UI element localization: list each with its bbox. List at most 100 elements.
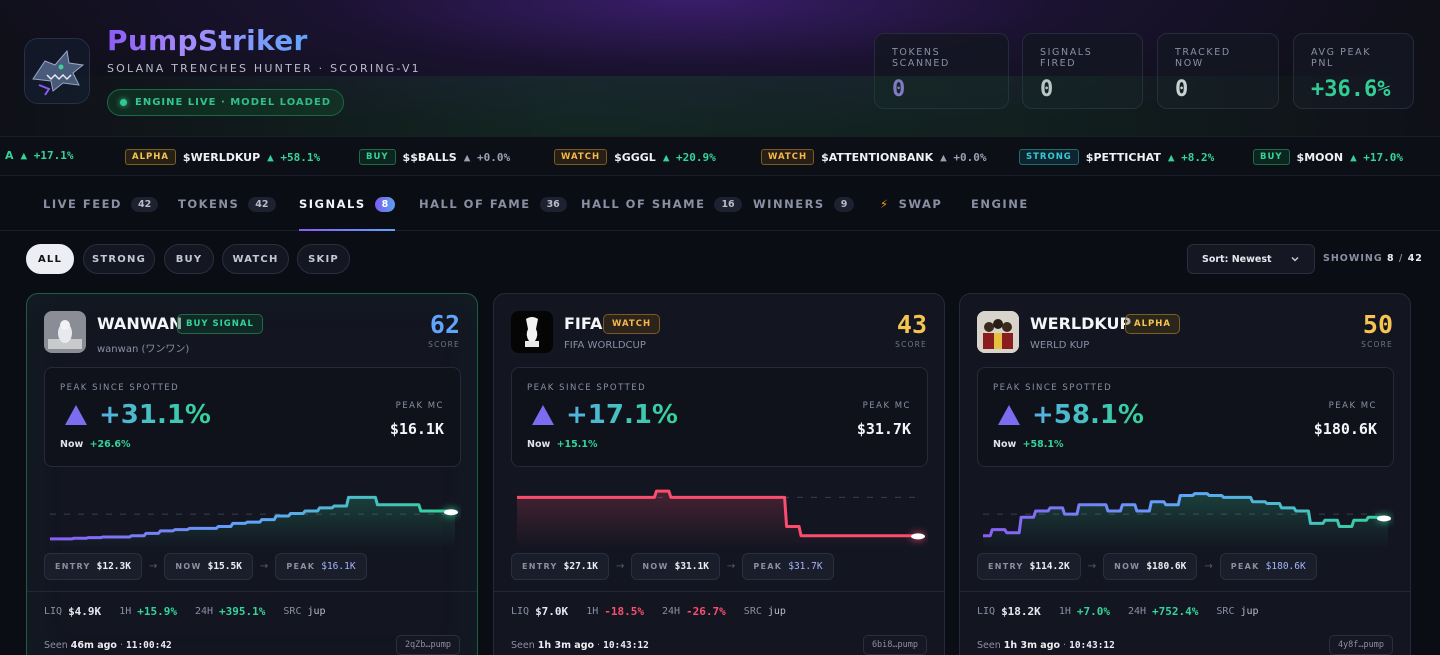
token-score: 50 SCORE — [1361, 310, 1393, 349]
tab-hall-of-shame[interactable]: HALL OF SHAME 16 — [581, 177, 742, 231]
ticker-tag: WATCH — [554, 149, 608, 165]
peak-value: +31.1% — [65, 400, 211, 430]
app-subtitle: SOLANA TRENCHES HUNTER · SCORING-V1 — [107, 62, 421, 75]
token-metrics: LIQ $7.0K 1H -18.5% 24H -26.7% SRC jup — [511, 605, 786, 618]
tab-engine[interactable]: ENGINE — [971, 177, 1029, 231]
ticker-change: ▲ +8.2% — [1167, 150, 1215, 164]
now-chip: NOW $31.1K — [631, 553, 720, 580]
tab-label: HALL OF SHAME — [581, 197, 706, 211]
stat-value: 0 — [1175, 77, 1189, 102]
liq-value: $18.2K — [1001, 605, 1041, 618]
src-value: jup — [1240, 606, 1259, 617]
chip-label: PEAK — [286, 562, 316, 571]
tab-label: HALL OF FAME — [419, 197, 531, 211]
ticker-item[interactable]: WATCH $ATTENTIONBANK ▲ +0.0% — [761, 149, 987, 165]
ticker-symbol: $$BALLS — [402, 150, 457, 164]
ticker-item[interactable]: BUY $MOON ▲ +17.0% — [1253, 149, 1403, 165]
peak-chip: PEAK $31.7K — [742, 553, 834, 580]
ticker-item[interactable]: STRONG $PETTICHAT ▲ +8.2% — [1019, 149, 1214, 165]
price-sparkline — [50, 495, 458, 548]
now-label: Now — [993, 439, 1017, 450]
peak-chip: PEAK $180.6K — [1219, 553, 1317, 580]
token-avatar — [977, 311, 1019, 353]
app-title: PumpStriker — [107, 24, 308, 57]
tab-tokens[interactable]: TOKENS 42 — [178, 177, 276, 231]
token-address[interactable]: 6bi8…pump — [862, 635, 927, 655]
tab-winners[interactable]: WINNERS 9 — [753, 177, 855, 231]
signal-card[interactable]: FIFA WATCH FIFA WORLDCUP 43 SCORE PEAK S… — [493, 293, 945, 655]
ticker-symbol: $PETTICHAT — [1085, 150, 1161, 164]
price-ticker: A ▲ +17.1% ALPHA $WERLDKUP ▲ +58.1% BUY … — [0, 136, 1440, 176]
peak-mc-label: PEAK MC — [395, 401, 444, 411]
ticker-item[interactable]: ALPHA $WERLDKUP ▲ +58.1% — [125, 149, 320, 165]
token-address[interactable]: 2qZb…pump — [395, 635, 460, 655]
peak-mc-value: $180.6K — [1313, 420, 1377, 438]
token-name: FIFA — [564, 314, 603, 333]
token-metrics: LIQ $18.2K 1H +7.0% 24H +752.4% SRC jup — [977, 605, 1259, 618]
stat-value: 0 — [892, 77, 906, 102]
arrow-right-icon: → — [726, 561, 736, 572]
token-address[interactable]: 4y8f…pump — [1328, 635, 1393, 655]
now-label: Now — [60, 439, 84, 450]
tab-count: 42 — [248, 196, 276, 212]
stat-label: TRACKED NOW — [1175, 47, 1231, 69]
sparkline-endpoint — [444, 509, 458, 516]
token-subname: FIFA WORLDCUP — [564, 340, 646, 351]
tab-signals[interactable]: SIGNALS 8 — [299, 177, 396, 231]
score-value: 50 — [1362, 310, 1393, 339]
chip-label: ENTRY — [522, 562, 558, 571]
liq-label: LIQ — [44, 606, 63, 617]
score-label: SCORE — [1361, 340, 1393, 349]
src-label: SRC — [743, 606, 762, 617]
peak-label: PEAK SINCE SPOTTED — [993, 383, 1113, 393]
main-tabs: LIVE FEED 42 TOKENS 42 SIGNALS 8 HALL OF… — [0, 177, 1440, 231]
filter-buy[interactable]: BUY — [164, 244, 214, 274]
showing-prefix: SHOWING — [1323, 253, 1383, 264]
engine-status-text: ENGINE LIVE · MODEL LOADED — [135, 97, 332, 108]
sort-select[interactable]: Sort: Newest — [1187, 244, 1315, 274]
h1-value: +7.0% — [1076, 605, 1110, 618]
signal-card[interactable]: WERLDKUP ALPHA WERLD KUP 50 SCORE PEAK S… — [959, 293, 1411, 655]
price-sparkline — [983, 492, 1391, 548]
signal-card[interactable]: WANWAN BUY SIGNAL wanwan (ワンワン) 62 SCORE… — [26, 293, 478, 655]
tab-swap[interactable]: ⚡ SWAP — [880, 177, 942, 231]
liq-value: $4.9K — [68, 605, 102, 618]
tab-count: 42 — [130, 196, 159, 212]
peak-pct: +31.1% — [99, 400, 211, 430]
src-value: jup — [307, 606, 326, 617]
chip-value: $180.6K — [1146, 561, 1187, 572]
ticker-tag: WATCH — [761, 149, 815, 165]
tab-count: 9 — [833, 196, 855, 212]
peak-label: PEAK SINCE SPOTTED — [527, 383, 647, 393]
card-divider — [960, 591, 1410, 592]
arrow-right-icon: → — [1087, 561, 1097, 572]
filter-watch[interactable]: WATCH — [222, 244, 289, 274]
chip-label: NOW — [175, 562, 202, 571]
chevron-down-icon — [1291, 256, 1299, 262]
now-chip: NOW $15.5K — [164, 553, 253, 580]
tab-live-feed[interactable]: LIVE FEED 42 — [43, 177, 159, 231]
token-score: 43 SCORE — [895, 310, 927, 349]
filter-skip[interactable]: SKIP — [297, 244, 350, 274]
tab-count: 16 — [714, 196, 742, 212]
sparkline-line — [983, 492, 1388, 538]
src-label: SRC — [283, 606, 302, 617]
token-subname: wanwan (ワンワン) — [97, 344, 190, 355]
triangle-up-icon — [532, 405, 554, 425]
h1-label: 1H — [119, 606, 132, 617]
h1-label: 1H — [1058, 606, 1071, 617]
tab-count: 8 — [374, 196, 396, 212]
sparkline-area — [983, 493, 1388, 548]
liq-label: LIQ — [511, 606, 530, 617]
ticker-item[interactable]: A ▲ +17.1% — [5, 149, 74, 162]
token-metrics: LIQ $4.9K 1H +15.9% 24H +395.1% SRC jup — [44, 605, 326, 618]
seen-label: Seen — [977, 640, 1001, 651]
ticker-item[interactable]: BUY $$BALLS ▲ +0.0% — [359, 149, 510, 165]
filter-all[interactable]: ALL — [26, 244, 74, 274]
tab-hall-of-fame[interactable]: HALL OF FAME 36 — [419, 177, 567, 231]
card-divider — [494, 591, 944, 592]
ticker-item[interactable]: WATCH $GGGL ▲ +20.9% — [554, 149, 716, 165]
peak-mc-value: $16.1K — [389, 420, 444, 438]
filter-strong[interactable]: STRONG — [83, 244, 155, 274]
h24-label: 24H — [1127, 606, 1147, 617]
